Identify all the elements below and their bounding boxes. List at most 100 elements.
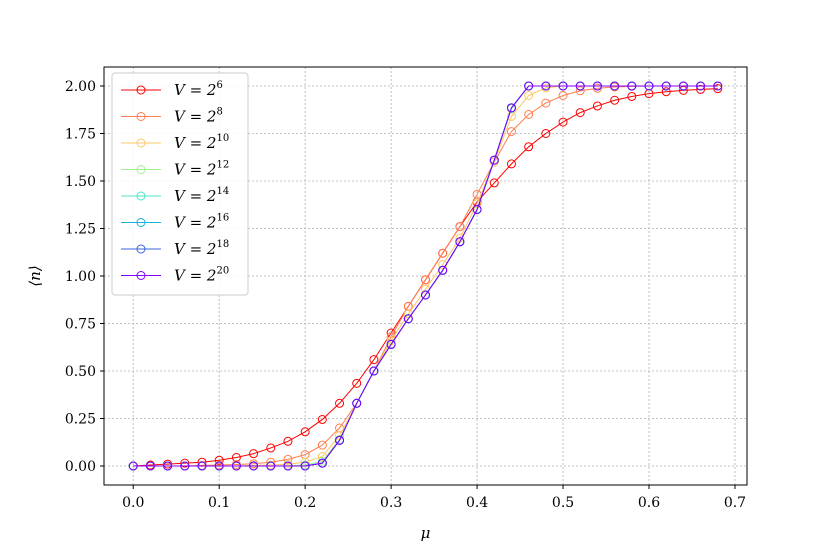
legend-label-exponent: 8: [216, 107, 222, 118]
data-point: [524, 81, 534, 91]
y-tick-label: 0.25: [65, 412, 96, 428]
legend-marker: [136, 271, 146, 280]
data-point: [300, 427, 310, 437]
data-point: [386, 339, 396, 349]
data-point: [128, 461, 138, 471]
series-7: [128, 81, 723, 471]
data-point: [575, 86, 585, 96]
data-point: [231, 461, 241, 471]
data-point: [163, 461, 173, 471]
legend-label: V = 212: [174, 160, 229, 179]
legend-marker: [136, 112, 146, 121]
series-line: [133, 85, 718, 467]
legend-label-exponent: 16: [216, 213, 229, 224]
data-point: [472, 199, 482, 209]
legend-label-base: V = 2: [174, 161, 216, 179]
x-tick-label: 0.5: [552, 495, 574, 511]
data-point: [145, 461, 155, 471]
data-point: [506, 103, 516, 113]
y-tick-label: 0.00: [65, 459, 96, 475]
data-point: [524, 110, 534, 119]
data-point: [317, 414, 327, 424]
legend-label: V = 218: [174, 239, 229, 258]
data-point: [266, 443, 276, 453]
legend-marker: [136, 191, 146, 201]
data-point: [524, 91, 534, 100]
data-point: [661, 87, 671, 97]
data-point: [283, 436, 293, 446]
legend-marker: [136, 165, 146, 174]
plot-area: [128, 81, 723, 471]
y-tick-label: 0.50: [65, 364, 96, 380]
data-point: [455, 222, 465, 232]
y-tick-label: 1.25: [65, 222, 96, 238]
legend-marker: [136, 218, 146, 227]
grid: [104, 67, 747, 485]
data-point: [472, 205, 482, 214]
data-point: [541, 98, 551, 108]
data-point: [369, 355, 379, 365]
legend-entry: V = 216: [121, 213, 229, 232]
x-tick-label: 0.3: [380, 495, 402, 511]
data-point: [610, 81, 620, 91]
data-point: [300, 461, 310, 471]
legend-entry: V = 214: [121, 186, 229, 205]
data-point: [352, 378, 362, 388]
data-point: [438, 248, 448, 258]
data-point: [661, 81, 671, 91]
ticks: 0.0 0.1 0.2 0.3 0.4 0.5 0.6 0.7 0.00 0.25 0.50 0.75…: [65, 79, 746, 511]
data-point: [592, 83, 602, 93]
data-point: [180, 461, 190, 471]
legend-label-base: V = 2: [174, 81, 216, 99]
data-point: [610, 95, 620, 105]
legend-label-exponent: 18: [216, 239, 229, 250]
data-point: [524, 142, 534, 152]
legend-entry: V = 210: [121, 133, 229, 152]
data-point: [558, 91, 568, 100]
legend-entry: V = 212: [121, 160, 229, 179]
data-point: [506, 159, 516, 169]
data-point: [627, 91, 637, 101]
legend-box: [111, 72, 249, 296]
data-point: [214, 461, 224, 471]
x-tick-label: 0.6: [638, 495, 660, 511]
y-tick-label: 1.00: [65, 269, 96, 285]
x-tick-label: 0.1: [208, 495, 230, 511]
legend-marker: [136, 85, 146, 95]
data-point: [455, 237, 465, 247]
legend-label-exponent: 10: [216, 133, 229, 144]
data-point: [421, 290, 430, 300]
data-point: [627, 81, 637, 91]
legend-label-base: V = 2: [174, 187, 216, 205]
legend-label-exponent: 20: [216, 266, 229, 277]
data-point: [317, 440, 327, 450]
y-tick-label: 0.75: [65, 317, 96, 333]
data-point: [438, 265, 448, 275]
legend-marker: [136, 138, 146, 148]
legend-entry: V = 218: [121, 239, 229, 258]
legend-label: V = 216: [174, 213, 229, 232]
data-point: [197, 461, 207, 471]
legend-label-base: V = 2: [174, 134, 216, 152]
data-point: [249, 461, 259, 471]
legend-label-base: V = 2: [174, 214, 216, 232]
legend-label-exponent: 14: [216, 186, 229, 197]
data-point: [696, 84, 706, 94]
data-point: [421, 275, 430, 285]
legend-label: V = 214: [174, 186, 229, 205]
data-point: [558, 81, 568, 91]
series-line: [133, 85, 718, 467]
data-point: [575, 81, 585, 91]
data-point: [678, 81, 688, 91]
legend-entry: V = 220: [121, 266, 229, 285]
data-point: [283, 461, 293, 471]
legend-entry: V = 26: [121, 80, 223, 99]
legend-label: V = 28: [174, 107, 223, 126]
data-point: [403, 314, 413, 324]
y-tick-label: 1.75: [65, 127, 96, 143]
legend-label-exponent: 12: [216, 160, 229, 171]
data-point: [335, 435, 345, 445]
